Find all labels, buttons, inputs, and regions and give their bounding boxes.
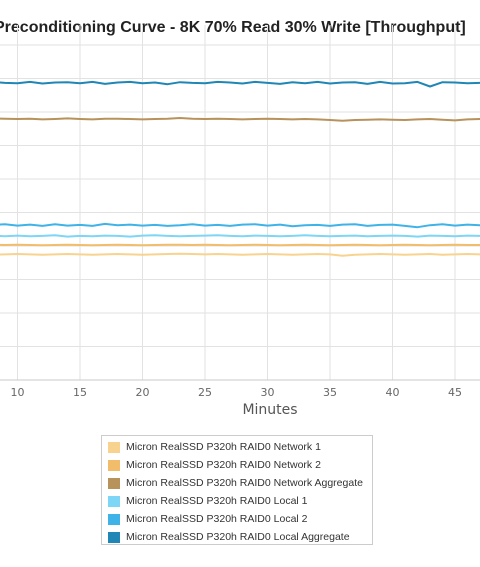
x-tick-label: 20 (136, 386, 150, 399)
legend-swatch (108, 459, 120, 471)
x-tick-label: 40 (386, 386, 400, 399)
legend: Micron RealSSD P320h RAID0 Network 1 Micr… (101, 435, 373, 545)
x-tick-label: 15 (73, 386, 87, 399)
legend-label: Micron RealSSD P320h RAID0 Network 2 (126, 459, 321, 471)
legend-item[interactable]: Micron RealSSD P320h RAID0 Network 1 (108, 438, 366, 456)
series-lines (0, 80, 480, 257)
series-line-5 (0, 222, 480, 229)
x-axis-label: Minutes (242, 402, 298, 418)
legend-swatch (108, 477, 120, 489)
series-line-2 (0, 243, 480, 247)
x-axis: 10 15 20 25 30 35 40 45 (0, 379, 480, 399)
x-tick-label: 35 (323, 386, 337, 399)
legend-swatch (108, 531, 120, 543)
series-line-4 (0, 234, 480, 238)
legend-item[interactable]: Micron RealSSD P320h RAID0 Network 2 (108, 456, 366, 474)
legend-item[interactable]: Micron RealSSD P320h RAID0 Local Aggrega… (108, 528, 366, 546)
legend-swatch (108, 441, 120, 453)
grid-lines (0, 25, 480, 380)
x-tick-label: 45 (448, 386, 462, 399)
legend-item[interactable]: Micron RealSSD P320h RAID0 Local 2 (108, 510, 366, 528)
legend-swatch (108, 495, 120, 507)
legend-label: Micron RealSSD P320h RAID0 Local 2 (126, 513, 308, 525)
series-line-6 (0, 80, 480, 88)
legend-label: Micron RealSSD P320h RAID0 Local Aggrega… (126, 531, 350, 543)
legend-label: Micron RealSSD P320h RAID0 Network 1 (126, 441, 321, 453)
line-chart-plot: 10 15 20 25 30 35 40 45 (0, 25, 480, 399)
x-tick-label: 30 (261, 386, 275, 399)
series-line-3 (0, 117, 480, 122)
x-tick-label: 10 (11, 386, 25, 399)
legend-item[interactable]: Micron RealSSD P320h RAID0 Network Aggre… (108, 474, 366, 492)
legend-swatch (108, 513, 120, 525)
series-line-1 (0, 252, 480, 257)
x-tick-label: 25 (198, 386, 212, 399)
legend-label: Micron RealSSD P320h RAID0 Local 1 (126, 495, 308, 507)
chart-title: Preconditioning Curve - 8K 70% Read 30% … (0, 19, 466, 36)
legend-item[interactable]: Micron RealSSD P320h RAID0 Local 1 (108, 492, 366, 510)
legend-label: Micron RealSSD P320h RAID0 Network Aggre… (126, 477, 363, 489)
